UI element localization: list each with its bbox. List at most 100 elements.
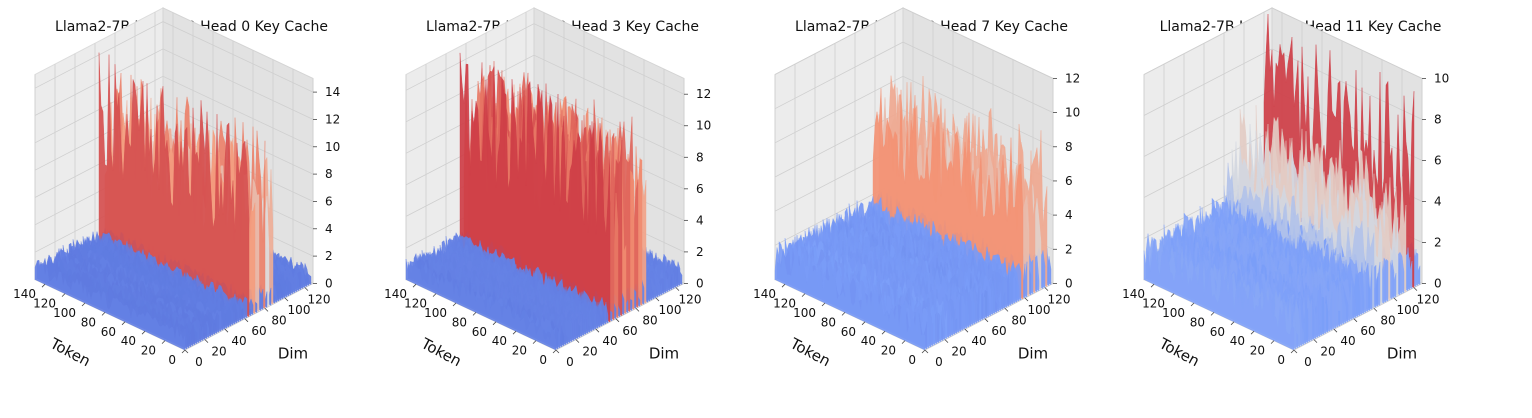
surface-strip bbox=[1143, 240, 1295, 351]
z-tick-label: 4 bbox=[1434, 194, 1442, 208]
token-tick-label: 80 bbox=[1190, 315, 1205, 329]
dim-tick-label: 120 bbox=[1048, 293, 1071, 307]
dim-axis-label: Dim bbox=[649, 345, 679, 363]
surface-strip bbox=[774, 247, 926, 351]
dim-tick-label: 120 bbox=[1417, 293, 1440, 307]
surface bbox=[34, 52, 312, 351]
token-tick-label: 0 bbox=[1277, 353, 1285, 367]
dim-tick-label: 40 bbox=[602, 334, 617, 348]
z-tick-label: 6 bbox=[1434, 153, 1442, 167]
dim-tick-label: 120 bbox=[679, 293, 702, 307]
axis-ticks: 0204060801001201400204060801001200246810… bbox=[384, 87, 711, 369]
token-tick-label: 0 bbox=[539, 353, 547, 367]
surface-strip bbox=[98, 52, 250, 318]
dim-tick-label: 0 bbox=[566, 355, 574, 369]
token-tick-label: 120 bbox=[404, 297, 427, 311]
z-tick-label: 0 bbox=[1434, 276, 1442, 290]
z-tick-label: 4 bbox=[1065, 208, 1073, 222]
token-tick-label: 20 bbox=[512, 344, 527, 358]
z-tick-label: 6 bbox=[325, 194, 333, 208]
token-tick-label: 60 bbox=[472, 325, 487, 339]
chart-panel-head-11: Llama2-7B Layer 20 Head 11 Key Cache 020… bbox=[1109, 0, 1492, 418]
token-axis-label: Token bbox=[786, 334, 833, 370]
dim-axis-label: Dim bbox=[1387, 345, 1417, 363]
z-tick-label: 4 bbox=[325, 222, 333, 236]
token-tick-label: 80 bbox=[821, 315, 836, 329]
z-tick-label: 14 bbox=[325, 85, 340, 99]
dim-tick-label: 100 bbox=[288, 303, 311, 317]
surface-plot-svg: 0204060801001201400204060801001200246810… bbox=[1122, 7, 1449, 370]
surface bbox=[774, 75, 1052, 351]
surface-plot-svg: 0204060801001201400204060801001200246810… bbox=[384, 7, 711, 370]
token-tick-label: 0 bbox=[168, 353, 176, 367]
z-tick-label: 12 bbox=[325, 112, 340, 126]
token-tick-label: 40 bbox=[861, 334, 876, 348]
dim-tick-label: 60 bbox=[991, 324, 1006, 338]
dim-tick-label: 20 bbox=[211, 345, 226, 359]
dim-tick-label: 60 bbox=[622, 324, 637, 338]
token-tick-label: 100 bbox=[53, 306, 76, 320]
dim-tick-label: 100 bbox=[1397, 303, 1420, 317]
dim-tick-label: 80 bbox=[271, 313, 286, 327]
z-tick-label: 2 bbox=[696, 245, 704, 259]
token-tick-label: 120 bbox=[1142, 297, 1165, 311]
token-tick-label: 40 bbox=[1230, 334, 1245, 348]
token-tick-label: 100 bbox=[793, 306, 816, 320]
z-tick-label: 2 bbox=[1434, 235, 1442, 249]
token-tick-label: 60 bbox=[841, 325, 856, 339]
token-tick-label: 20 bbox=[1250, 344, 1265, 358]
token-axis-label: Token bbox=[46, 334, 93, 370]
token-tick-label: 60 bbox=[101, 325, 116, 339]
token-axis-label: Token bbox=[417, 334, 464, 370]
dim-tick-label: 20 bbox=[951, 345, 966, 359]
z-tick-label: 2 bbox=[325, 249, 333, 263]
surface bbox=[405, 52, 683, 351]
token-tick-label: 140 bbox=[1122, 287, 1145, 301]
dim-tick-label: 40 bbox=[1340, 334, 1355, 348]
z-tick-label: 0 bbox=[696, 276, 704, 290]
chart-panel-head-3: Llama2-7B Layer 20 Head 3 Key Cache 0204… bbox=[371, 0, 754, 418]
token-tick-label: 140 bbox=[13, 287, 36, 301]
z-tick-label: 10 bbox=[696, 119, 711, 133]
token-tick-label: 20 bbox=[141, 344, 156, 358]
token-tick-label: 40 bbox=[492, 334, 507, 348]
dim-tick-label: 40 bbox=[231, 334, 246, 348]
chart-panel-head-0: Llama2-7B Layer 20 Head 0 Key Cache 0204… bbox=[0, 0, 383, 418]
dim-tick-label: 0 bbox=[195, 355, 203, 369]
surface-plot-svg: 0204060801001201400204060801001200246810… bbox=[13, 7, 340, 370]
dim-tick-label: 0 bbox=[935, 355, 943, 369]
z-tick-label: 0 bbox=[1065, 276, 1073, 290]
surface bbox=[1143, 13, 1421, 351]
surface-plot-svg: 0204060801001201400204060801001200246810… bbox=[753, 7, 1080, 370]
dim-tick-label: 100 bbox=[1028, 303, 1051, 317]
z-tick-label: 6 bbox=[1065, 174, 1073, 188]
token-tick-label: 20 bbox=[881, 344, 896, 358]
dim-tick-label: 80 bbox=[1380, 313, 1395, 327]
dim-tick-label: 80 bbox=[642, 313, 657, 327]
dim-tick-label: 60 bbox=[1360, 324, 1375, 338]
token-tick-label: 140 bbox=[753, 287, 776, 301]
surface-strip bbox=[872, 88, 1024, 300]
token-tick-label: 100 bbox=[424, 306, 447, 320]
z-tick-label: 8 bbox=[325, 167, 333, 181]
z-tick-label: 6 bbox=[696, 182, 704, 196]
dim-axis-label: Dim bbox=[1018, 345, 1048, 363]
token-tick-label: 40 bbox=[121, 334, 136, 348]
surface-strip bbox=[34, 261, 186, 351]
dim-tick-label: 60 bbox=[251, 324, 266, 338]
token-tick-label: 80 bbox=[452, 315, 467, 329]
z-tick-label: 10 bbox=[1065, 106, 1080, 120]
chart-panel-head-7: Llama2-7B Layer 20 Head 7 Key Cache 0204… bbox=[740, 0, 1123, 418]
z-tick-label: 2 bbox=[1065, 242, 1073, 256]
dim-tick-label: 120 bbox=[308, 293, 331, 307]
dim-tick-label: 20 bbox=[582, 345, 597, 359]
z-tick-label: 0 bbox=[325, 276, 333, 290]
dim-tick-label: 40 bbox=[971, 334, 986, 348]
dim-tick-label: 0 bbox=[1304, 355, 1312, 369]
token-tick-label: 0 bbox=[908, 353, 916, 367]
surface-strip bbox=[459, 52, 611, 323]
z-tick-label: 10 bbox=[1434, 71, 1449, 85]
token-tick-label: 120 bbox=[33, 297, 56, 311]
